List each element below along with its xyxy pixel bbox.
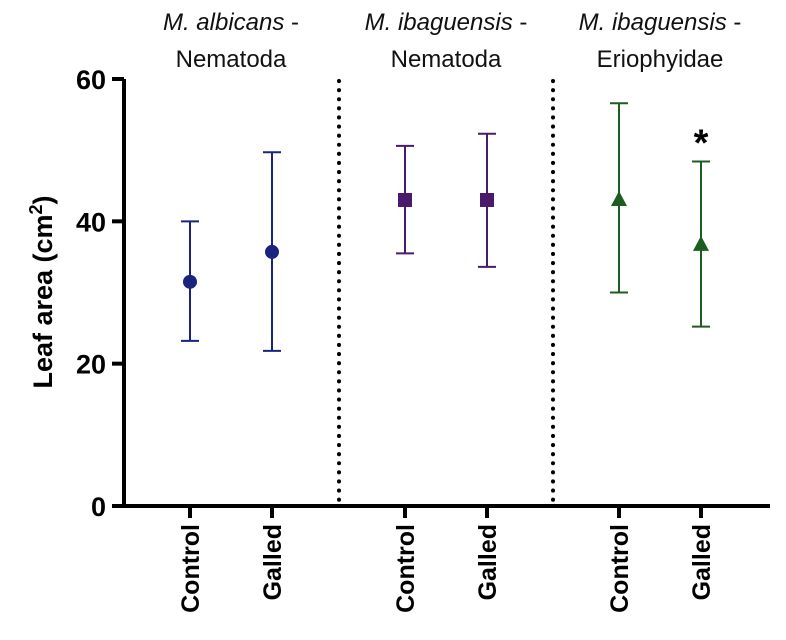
y-tick-label: 0: [91, 492, 106, 522]
y-tick-label: 40: [76, 207, 106, 237]
group-title-line1: M. albicans -: [163, 9, 299, 36]
x-category-label: Galled: [259, 524, 287, 600]
group-title-line2: Eriophyidae: [597, 46, 724, 73]
data-point-triangle: [693, 235, 709, 251]
y-tick-label: 60: [76, 65, 106, 95]
data-point-square: [398, 192, 412, 207]
y-axis-label: Leaf area (cm2): [26, 195, 58, 388]
data-point-triangle: [611, 190, 627, 206]
group-title-line2: Nematoda: [176, 46, 287, 73]
x-category-label: Control: [177, 524, 205, 613]
x-category-label: Galled: [474, 524, 502, 600]
x-category-label: Galled: [688, 524, 716, 600]
x-category-label: Control: [392, 524, 420, 613]
data-point-circle: [265, 244, 279, 259]
group-title-line2: Nematoda: [391, 46, 502, 73]
x-category-label: Control: [606, 524, 634, 613]
group-title-line1: M. ibaguensis -: [365, 9, 528, 36]
group-title-line1: M. ibaguensis -: [579, 9, 742, 36]
data-point-circle: [183, 274, 197, 289]
significance-marker: *: [694, 123, 709, 165]
y-tick-label: 20: [76, 350, 106, 380]
data-point-square: [480, 192, 494, 207]
